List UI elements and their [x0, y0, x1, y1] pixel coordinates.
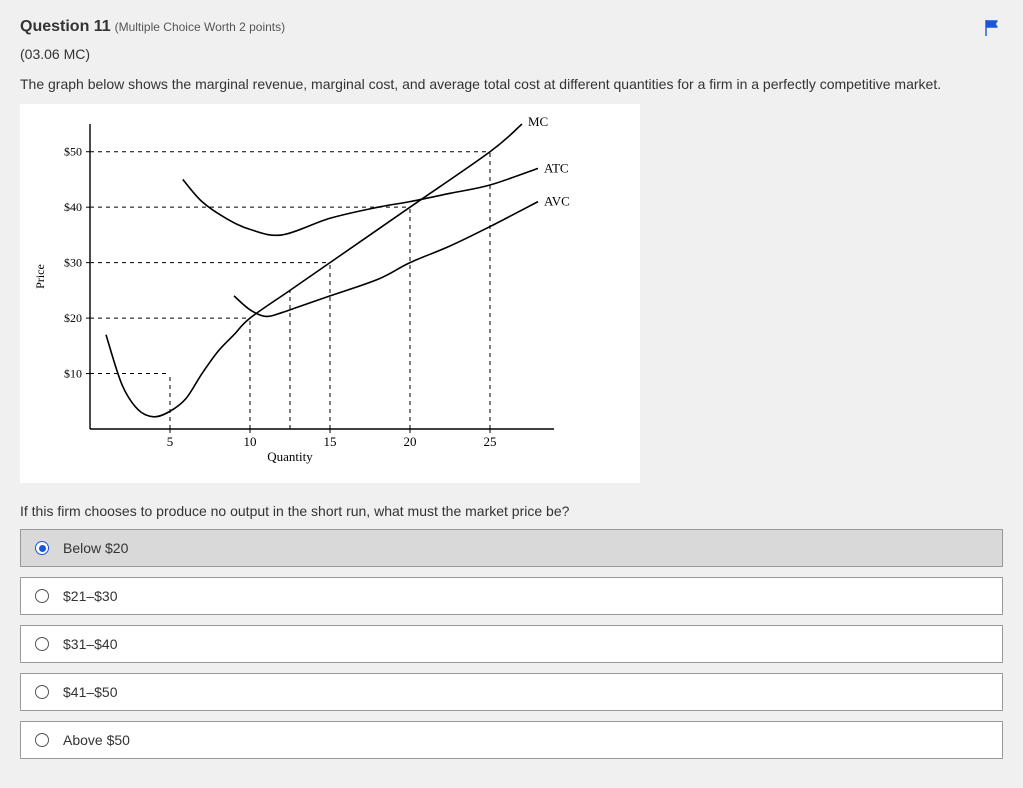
question-code: (03.06 MC) [20, 46, 1003, 62]
radio-button[interactable] [35, 685, 49, 699]
svg-text:20: 20 [404, 434, 417, 449]
radio-button[interactable] [35, 589, 49, 603]
answer-choices: Below $20 $21–$30 $31–$40 $41–$50 Above $50 [20, 529, 1003, 759]
question-prompt: The graph below shows the marginal reven… [20, 76, 1003, 92]
svg-text:$40: $40 [64, 200, 82, 214]
svg-text:MC: MC [528, 114, 548, 129]
choice-option[interactable]: Above $50 [20, 721, 1003, 759]
svg-text:5: 5 [167, 434, 174, 449]
svg-text:$30: $30 [64, 256, 82, 270]
svg-text:$10: $10 [64, 367, 82, 381]
choice-label: $41–$50 [63, 684, 118, 700]
radio-button[interactable] [35, 733, 49, 747]
choice-option[interactable]: $31–$40 [20, 625, 1003, 663]
svg-text:25: 25 [484, 434, 497, 449]
question-number: Question 11 [20, 18, 111, 35]
flag-icon[interactable] [983, 18, 1003, 41]
choice-option[interactable]: $21–$30 [20, 577, 1003, 615]
choice-option[interactable]: $41–$50 [20, 673, 1003, 711]
svg-text:$20: $20 [64, 311, 82, 325]
question-page: Question 11 (Multiple Choice Worth 2 poi… [0, 0, 1023, 788]
radio-button[interactable] [35, 637, 49, 651]
svg-text:ATC: ATC [544, 160, 569, 175]
svg-text:10: 10 [244, 434, 257, 449]
choice-label: $31–$40 [63, 636, 118, 652]
choice-label: $21–$30 [63, 588, 118, 604]
question-header: Question 11 (Multiple Choice Worth 2 poi… [20, 18, 1003, 36]
svg-text:$50: $50 [64, 145, 82, 159]
svg-text:15: 15 [324, 434, 337, 449]
svg-text:Price: Price [33, 264, 47, 289]
choice-label: Below $20 [63, 540, 128, 556]
choice-label: Above $50 [63, 732, 130, 748]
radio-button[interactable] [35, 541, 49, 555]
svg-text:AVC: AVC [544, 194, 570, 209]
question-worth: (Multiple Choice Worth 2 points) [115, 20, 286, 34]
chart-container: Price $10 $20 $30 $40 $50 5 10 15 20 25 Quantity MC A… [20, 104, 640, 483]
choice-option[interactable]: Below $20 [20, 529, 1003, 567]
follow-up-prompt: If this firm chooses to produce no outpu… [20, 503, 1003, 519]
cost-curves-chart: Price $10 $20 $30 $40 $50 5 10 15 20 25 Quantity MC A… [30, 114, 630, 474]
svg-text:Quantity: Quantity [267, 449, 313, 464]
